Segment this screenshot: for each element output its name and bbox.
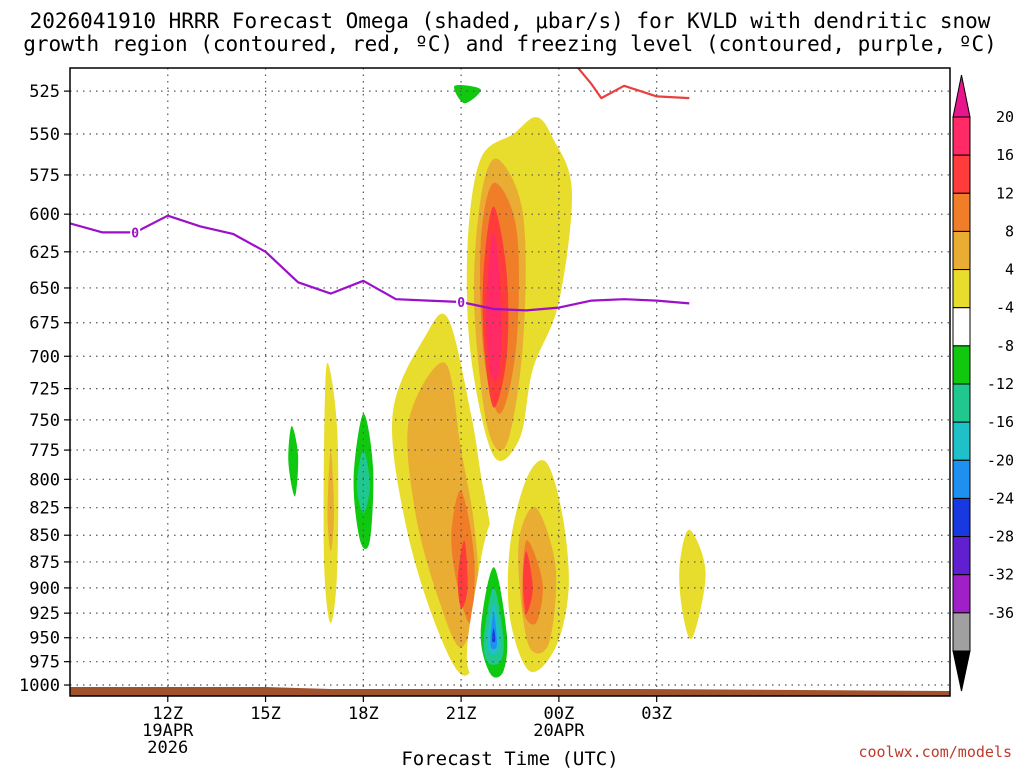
xtick-date-00Z: 20APR (533, 721, 585, 741)
plot-grid (70, 68, 950, 696)
xtick-label-15Z: 15Z (250, 704, 281, 724)
colorbar-top-triangle (952, 74, 971, 118)
terrain-fill (70, 687, 950, 696)
omega-region-green-4 (408, 78, 488, 227)
colorbar-swatch-13 (952, 612, 971, 652)
omega-region-yellow-5 (679, 529, 706, 640)
ytick-label-775: 775 (29, 441, 60, 461)
dgz-contour-line (576, 68, 690, 100)
colorbar-bottom-triangle (952, 650, 971, 692)
omega-shaded-regions (226, 78, 706, 686)
ytick-label-800: 800 (29, 470, 60, 490)
colorbar-label-8: -16 (987, 413, 1014, 431)
ytick-label-525: 525 (29, 82, 60, 102)
ytick-label-600: 600 (29, 205, 60, 225)
ytick-label-700: 700 (29, 347, 60, 367)
colorbar-swatch-12 (952, 574, 971, 614)
colorbar-label-1: 16 (996, 146, 1014, 164)
colorbar-label-4: 4 (1005, 261, 1014, 279)
colorbar-label-6: -8 (996, 337, 1014, 355)
colorbar-label-0: 20 (996, 108, 1014, 126)
omega-region-orange-1 (327, 450, 334, 552)
omega-region-green-1 (226, 264, 243, 344)
colorbar-swatch-2 (952, 192, 971, 232)
ytick-label-675: 675 (29, 314, 60, 334)
omega-region-red-3 (523, 551, 533, 614)
xtick-label-00Z: 00Z (544, 704, 575, 724)
xtick-label-18Z: 18Z (348, 704, 379, 724)
fz-label-bg-0 (130, 224, 141, 241)
omega-colorbar: 20 16 12 8 4 -4 -8 -12 -16 -20 -24 -28 -32 -36 (952, 74, 1014, 692)
colorbar-swatch-11 (952, 536, 971, 576)
fz-label-1: 0 (457, 296, 465, 311)
credit-link[interactable]: coolwx.com/models (858, 743, 1012, 761)
omega-region-teal-2 (454, 84, 481, 104)
omega-region-red-1 (457, 540, 468, 609)
colorbar-label-13: -36 (987, 604, 1014, 622)
contour-lines: 00 (70, 68, 690, 312)
colorbar-swatch-3 (952, 230, 971, 271)
ytick-label-925: 925 (29, 604, 60, 624)
xtick-date-12Z: 19APR (142, 721, 194, 741)
ytick-label-850: 850 (29, 526, 60, 546)
ytick-label-650: 650 (29, 279, 60, 299)
colorbar-swatch-4 (952, 269, 971, 309)
colorbar-label-11: -28 (987, 528, 1014, 546)
colorbar-label-7: -12 (987, 375, 1014, 393)
ytick-label-575: 575 (29, 166, 60, 186)
omega-region-magenta-1 (486, 232, 502, 381)
ytick-label-950: 950 (29, 629, 60, 649)
x-axis-label: Forecast Time (UTC) (401, 748, 618, 768)
xtick-label-21Z: 21Z (446, 704, 477, 724)
plot-frame (69, 67, 951, 697)
colorbar-label-12: -32 (987, 566, 1014, 584)
colorbar-swatch-7 (952, 383, 971, 423)
colorbar-swatch-9 (952, 459, 971, 499)
ytick-label-900: 900 (29, 579, 60, 599)
ytick-label-875: 875 (29, 553, 60, 573)
colorbar-label-5: -4 (996, 299, 1014, 317)
omega-region-purple-1 (492, 628, 496, 643)
colorbar-swatch-1 (952, 154, 971, 194)
fz-label-0: 0 (131, 226, 139, 241)
omega-region-cyan-1 (288, 425, 299, 497)
ytick-label-550: 550 (29, 125, 60, 145)
xtick-year-12Z: 2026 (147, 738, 188, 758)
chart-title-line-2: growth region (contoured, red, ºC) and f… (23, 32, 997, 56)
colorbar-label-3: 8 (1005, 222, 1014, 240)
freezing-level-line (70, 214, 690, 312)
omega-region-green-6 (543, 299, 616, 474)
xtick-label-12Z: 12Z (152, 704, 183, 724)
colorbar-swatch-5 (952, 307, 971, 347)
terrain-ground (70, 687, 950, 696)
ytick-label-725: 725 (29, 380, 60, 400)
fz-label-bg-1 (456, 294, 467, 311)
xtick-label-03Z: 03Z (641, 704, 672, 724)
ytick-label-750: 750 (29, 411, 60, 431)
ytick-label-825: 825 (29, 499, 60, 519)
colorbar-label-10: -24 (987, 489, 1014, 507)
y-axis-pressure-levels: 525 550 575 600 625 650 675 700 725 750 775 800 825 8… (19, 82, 70, 696)
ytick-label-625: 625 (29, 243, 60, 263)
omega-region-green-2 (243, 348, 306, 643)
omega-region-cyan-2 (356, 450, 370, 514)
colorbar-swatch-0 (952, 116, 971, 156)
chart-title-line-1: 2026041910 HRRR Forecast Omega (shaded, … (30, 9, 991, 33)
colorbar-swatch-6 (952, 345, 971, 385)
colorbar-label-2: 12 (996, 184, 1014, 202)
colorbar-swatch-8 (952, 421, 971, 461)
ytick-label-975: 975 (29, 653, 60, 673)
colorbar-label-9: -20 (987, 451, 1014, 469)
colorbar-swatch-10 (952, 497, 971, 538)
ytick-label-1000: 1000 (19, 676, 60, 696)
